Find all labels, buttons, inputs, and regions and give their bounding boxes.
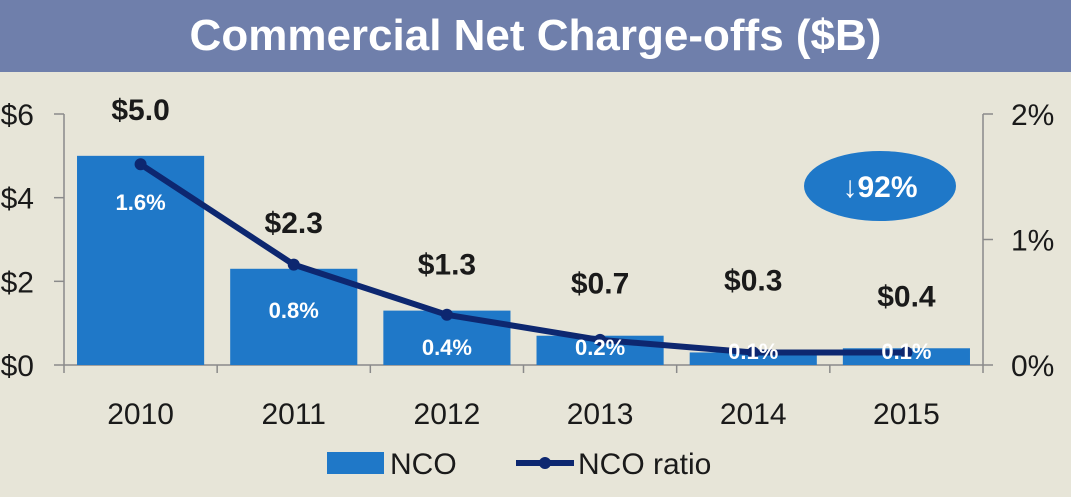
ratio-value-label: 0.8%: [269, 298, 319, 323]
point-nco-ratio: [440, 308, 453, 321]
x-tick-label: 2015: [873, 398, 940, 431]
point-nco-ratio: [747, 346, 760, 359]
bar-value-label: $5.0: [111, 94, 169, 127]
point-nco-ratio: [594, 333, 607, 346]
ratio-value-label: 0.2%: [575, 335, 625, 360]
right-tick-label: 1%: [1011, 225, 1054, 258]
left-tick-label: $6: [1, 99, 34, 132]
bar-value-label: $2.3: [265, 207, 323, 240]
annotation: ↓92%: [804, 151, 956, 221]
left-tick-label: $4: [1, 183, 34, 216]
annotation-ellipse: [804, 151, 956, 221]
legend-swatch-nco: [327, 452, 384, 474]
bar-nco: [77, 155, 205, 365]
bar-value-label: $0.7: [571, 268, 629, 301]
point-nco-ratio: [134, 158, 147, 171]
labels: $5.0 $2.3 $1.3 $0.7 $0.3 $0.4 1.6% 0.8% 0.4% 0.2%…: [111, 94, 936, 364]
ratio-value-label: 0.1%: [728, 339, 778, 364]
ratio-value-label: 1.6%: [116, 190, 166, 215]
chart-title: Commercial Net Charge-offs ($B): [189, 11, 882, 60]
right-tick-label: 0%: [1011, 350, 1054, 383]
ratio-value-label: 0.1%: [881, 339, 931, 364]
right-tick-label: 2%: [1011, 99, 1054, 132]
x-tick-label: 2014: [720, 398, 787, 431]
x-tick-label: 2011: [261, 398, 326, 431]
line-nco-ratio: [137, 161, 910, 356]
x-tick-label: 2012: [414, 398, 481, 431]
bar-value-label: $0.3: [724, 264, 782, 297]
bar-value-label: $1.3: [418, 249, 476, 282]
point-nco-ratio: [287, 258, 300, 271]
left-tick-label: $2: [1, 266, 34, 299]
bars: [77, 155, 970, 365]
x-tick-label: 2013: [567, 398, 634, 431]
bar-value-label: $0.4: [877, 280, 936, 313]
point-nco-ratio: [900, 346, 913, 359]
bar-nco: [230, 268, 358, 365]
bar-nco: [689, 352, 817, 365]
axes: $0 $2 $4 $6 0% 1% 2% 2010 2011 2012 2013 2014 2015: [1, 99, 1055, 431]
ratio-value-label: 0.4%: [422, 335, 472, 360]
left-tick-label: $0: [1, 350, 34, 383]
x-tick-label: 2010: [107, 398, 174, 431]
legend: NCO NCO ratio: [327, 448, 711, 481]
title-bar: [0, 0, 1071, 72]
legend-swatch-point: [539, 457, 551, 469]
legend-label-nco: NCO: [390, 448, 457, 481]
ratio-line: [134, 158, 913, 359]
annotation-text: ↓92%: [842, 171, 917, 204]
legend-label-nco-ratio: NCO ratio: [578, 448, 711, 481]
